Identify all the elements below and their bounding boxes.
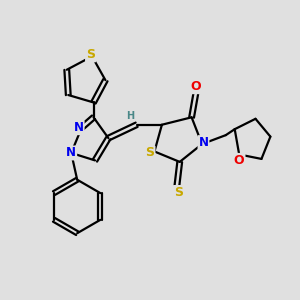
Text: S: S	[174, 186, 183, 199]
Text: N: N	[74, 121, 84, 134]
Text: N: N	[199, 136, 208, 149]
Text: S: S	[86, 48, 95, 62]
Text: H: H	[126, 111, 134, 121]
Text: O: O	[234, 154, 244, 167]
Text: N: N	[66, 146, 76, 160]
Text: S: S	[146, 146, 154, 160]
Text: O: O	[191, 80, 201, 93]
